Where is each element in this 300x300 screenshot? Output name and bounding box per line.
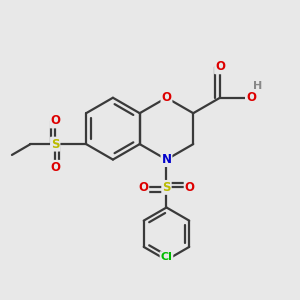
Text: O: O bbox=[138, 181, 148, 194]
Text: O: O bbox=[215, 60, 225, 73]
Text: O: O bbox=[185, 181, 195, 194]
Text: S: S bbox=[51, 138, 59, 151]
Text: N: N bbox=[161, 153, 172, 166]
Text: H: H bbox=[253, 81, 262, 91]
Text: O: O bbox=[161, 91, 172, 104]
Text: O: O bbox=[50, 114, 60, 128]
Text: S: S bbox=[162, 181, 171, 194]
Text: O: O bbox=[246, 91, 256, 104]
Text: O: O bbox=[50, 161, 60, 174]
Text: Cl: Cl bbox=[160, 252, 172, 262]
